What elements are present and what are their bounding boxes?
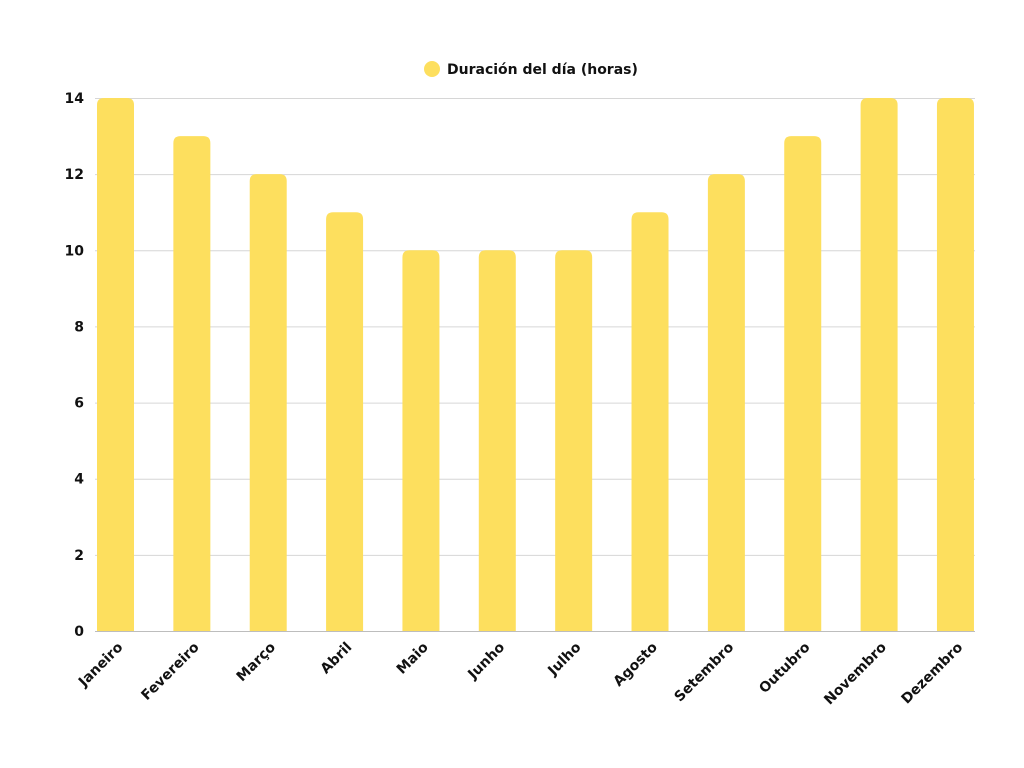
x-tick-label: Setembro [672,639,738,705]
legend-swatch [424,61,440,77]
y-tick-label: 8 [74,319,84,335]
gridlines [95,98,975,556]
bar-março [249,174,287,631]
x-axis-ticks: Janeiro Fevereiro Março Abril Maio Junho Julho… [75,639,966,708]
bar-novembro [860,98,898,631]
x-tick-label: Março [234,639,280,685]
x-tick-label: Fevereiro [138,639,202,703]
y-axis-ticks: 0 2 4 6 8 10 12 14 [65,91,85,640]
bars [97,98,974,632]
x-tick-label: Agosto [611,639,662,690]
y-tick-label: 2 [74,548,84,564]
bar-julho [555,250,593,632]
bar-dezembro [936,98,974,631]
x-tick-label: Janeiro [75,639,126,690]
y-tick-label: 4 [74,472,84,488]
bar-maio [402,250,440,632]
x-tick-label: Novembro [821,639,890,708]
bar-janeiro [97,98,134,631]
x-tick-label: Julho [544,639,584,679]
y-tick-label: 10 [65,243,85,259]
x-tick-label: Junho [464,639,508,683]
bar-abril [326,212,364,631]
y-tick-label: 0 [74,624,84,640]
bar-fevereiro [173,136,211,632]
bar-outubro [784,136,822,632]
y-tick-label: 12 [65,167,84,183]
legend-label: Duración del día (horas) [447,62,638,78]
bar-junho [478,250,516,632]
y-tick-label: 6 [74,396,84,412]
bar-agosto [631,212,669,631]
x-tick-label: Abril [318,640,356,678]
x-tick-label: Maio [394,639,432,677]
x-tick-label: Outubro [756,639,814,697]
bar-setembro [707,174,745,631]
legend: Duración del día (horas) [424,61,638,78]
y-tick-label: 14 [65,91,85,107]
x-tick-label: Dezembro [898,639,966,707]
